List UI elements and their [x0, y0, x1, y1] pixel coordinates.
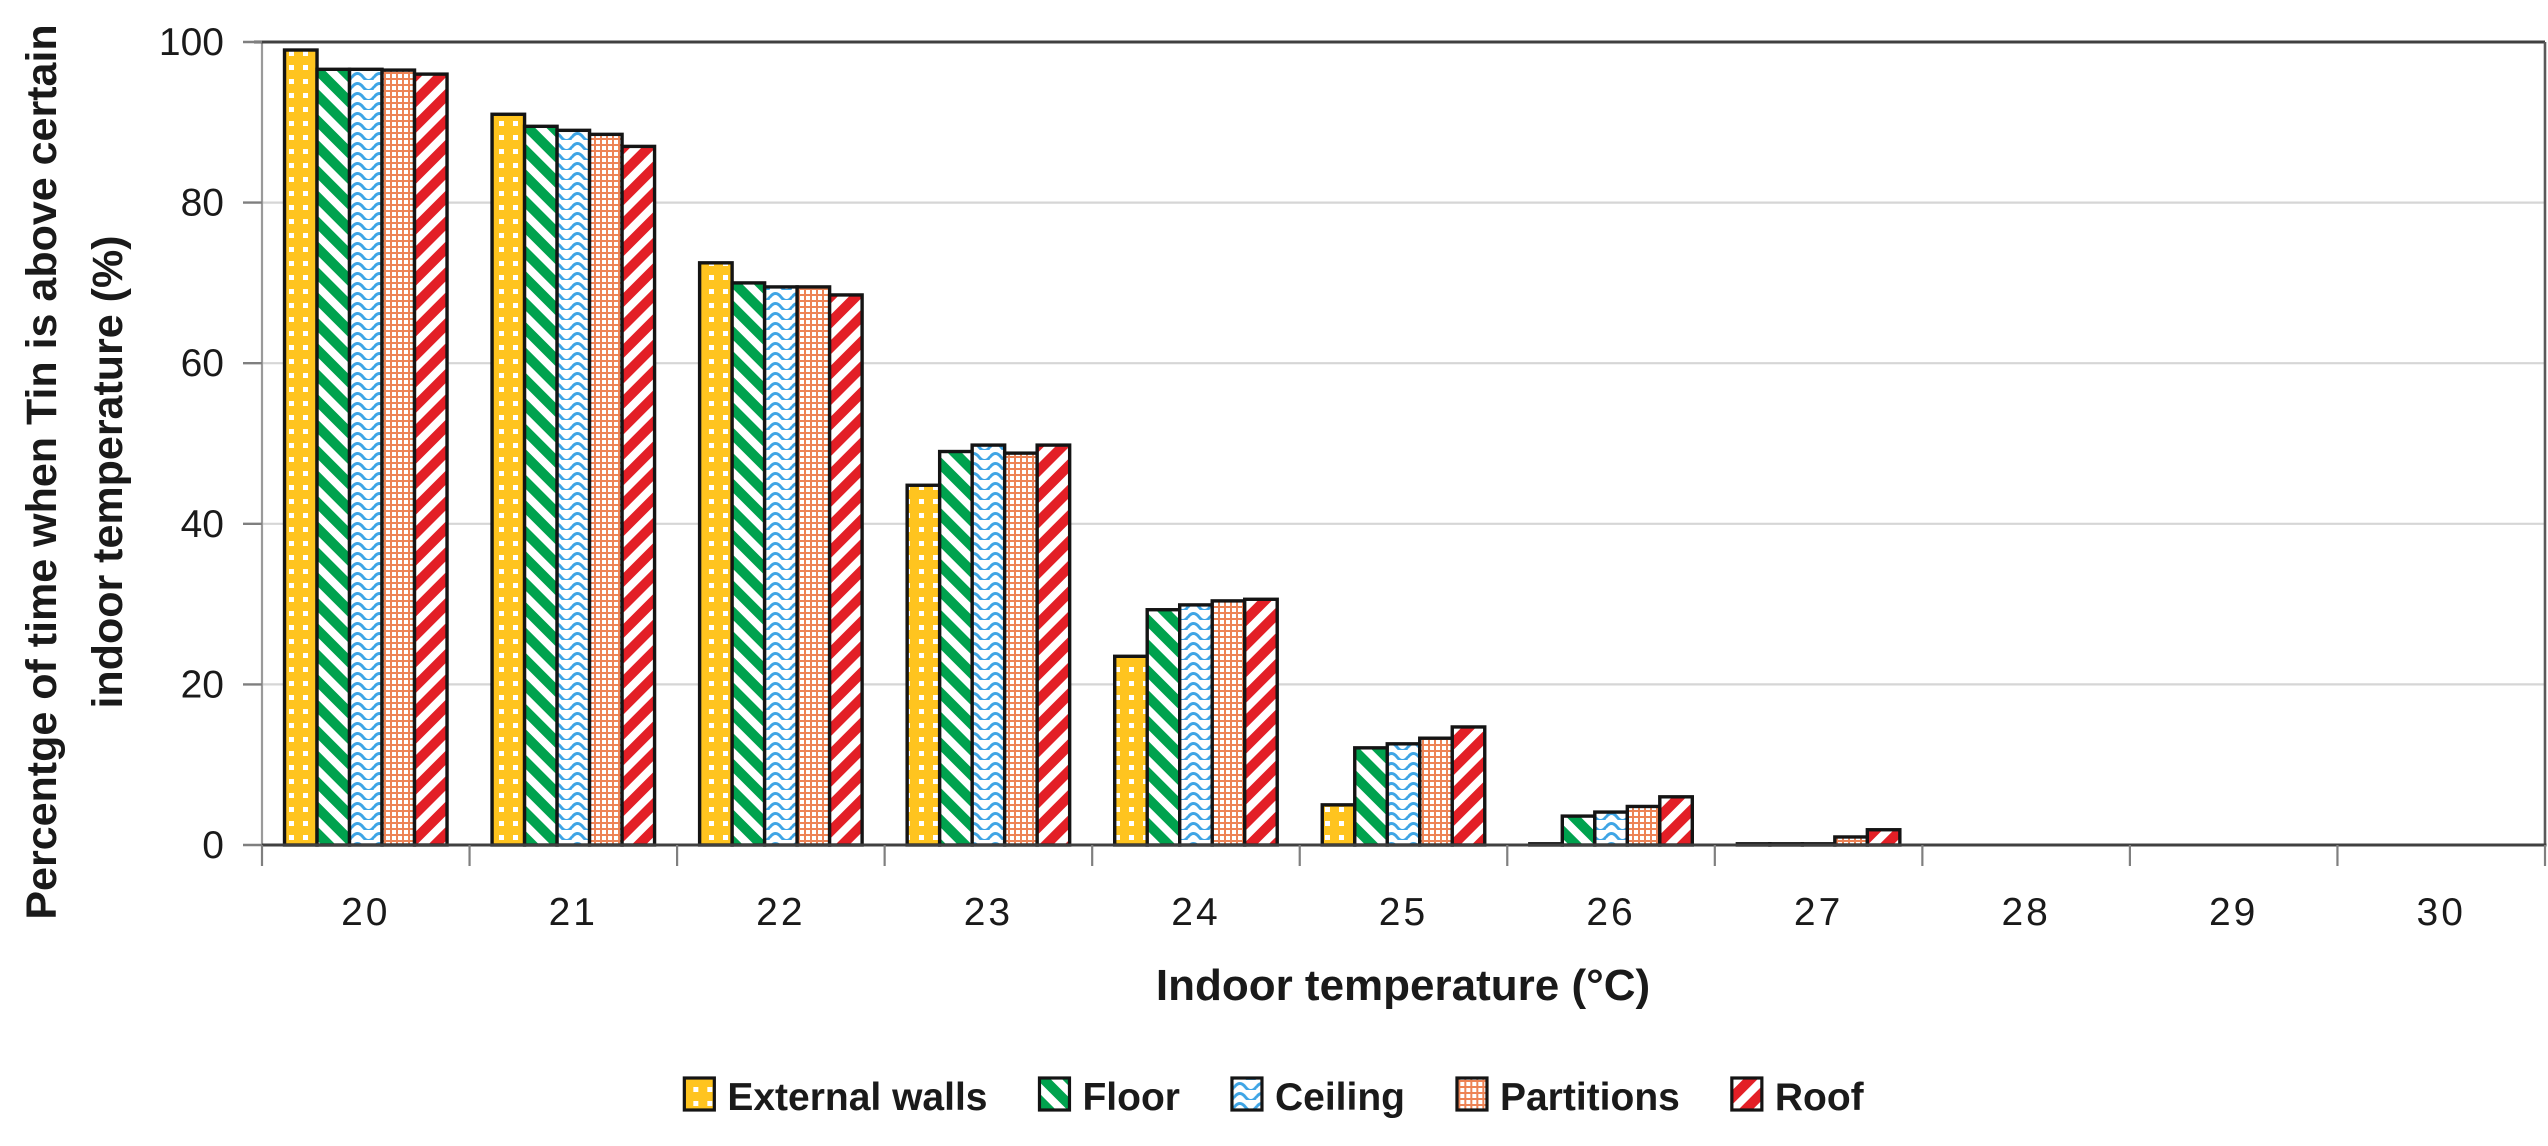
x-tick-label-23: 23: [964, 891, 1013, 934]
bar-floor-21: [522, 124, 559, 847]
x-tick-label-25: 25: [1379, 891, 1428, 934]
y-tick-label-20: 20: [181, 663, 224, 706]
bar-roof-20: [412, 72, 449, 847]
x-tick-label-24: 24: [1171, 891, 1220, 934]
legend-label: Floor: [1082, 1076, 1179, 1119]
y-tick-label-80: 80: [181, 182, 224, 225]
x-tick-label-29: 29: [2209, 891, 2258, 934]
x-tick-label-20: 20: [341, 891, 390, 934]
bar-roof-24: [1243, 597, 1279, 847]
axis-ticks: [243, 40, 2547, 866]
bar-ceiling-26: [1593, 810, 1629, 847]
bar-roof-27: [1865, 828, 1902, 847]
bar-roof-25: [1450, 725, 1487, 847]
bar-external-walls-24: [1113, 654, 1149, 847]
x-tick-label-22: 22: [756, 891, 805, 934]
bar-floor-26: [1560, 814, 1597, 847]
bar-partitions-22: [795, 285, 832, 847]
legend-swatch-wave-icon: [1230, 1076, 1264, 1112]
legend-swatch-diagonal-down-icon: [1037, 1076, 1072, 1112]
x-tick-label-27: 27: [1794, 891, 1843, 934]
bar-roof-22: [827, 293, 864, 847]
legend-label: Roof: [1775, 1076, 1865, 1119]
y-tick-label-60: 60: [181, 342, 224, 385]
y-tick-label-100: 100: [159, 21, 224, 64]
legend-item-roof: Roof: [1730, 1076, 1865, 1119]
bar-ceiling-25: [1385, 742, 1422, 847]
legend-item-partitions: Partitions: [1455, 1076, 1680, 1119]
bar-floor-24: [1145, 608, 1182, 847]
legend-swatch-dot-grid-icon: [1455, 1076, 1489, 1112]
legend-item-ceiling: Ceiling: [1230, 1076, 1405, 1119]
bar-floor-20: [315, 67, 352, 847]
legend-label: External walls: [727, 1076, 987, 1119]
bar-partitions-24: [1210, 599, 1247, 847]
x-tick-label-21: 21: [549, 891, 598, 934]
y-axis-title-line2: indoor temperature (%): [84, 235, 132, 708]
y-axis-title-line1: Percentge of time when Tin is above cert…: [18, 24, 66, 919]
axes: [254, 40, 2547, 847]
legend-label: Partitions: [1500, 1076, 1680, 1119]
bar-partitions-21: [587, 132, 624, 847]
bar-external-walls-21: [490, 112, 527, 847]
bar-external-walls-25: [1320, 803, 1357, 847]
bar-external-walls-23: [905, 483, 942, 847]
x-tick-label-28: 28: [2001, 891, 2050, 934]
bar-partitions-23: [1002, 451, 1039, 847]
legend-label: Ceiling: [1275, 1076, 1405, 1119]
y-tick-label-40: 40: [181, 503, 224, 546]
axis-tick-labels: 0 20 40 60 80 100 20 21 22 23 24 25 26 27 28 29 30: [159, 21, 2466, 934]
bar-ceiling-21: [555, 128, 592, 847]
legend-item-floor: Floor: [1037, 1076, 1180, 1119]
bar-external-walls-22: [697, 261, 734, 847]
bar-ceiling-24: [1178, 603, 1214, 847]
bar-ceiling-22: [762, 285, 799, 847]
bar-ceiling-20: [347, 67, 384, 847]
y-tick-label-0: 0: [202, 824, 224, 867]
bar-roof-23: [1035, 443, 1072, 847]
bar-partitions-25: [1418, 736, 1454, 847]
legend-swatch-grid-icon: [682, 1076, 716, 1112]
legend-swatch-diagonal-up-icon: [1730, 1076, 1764, 1112]
x-axis-title: Indoor temperature (°C): [1156, 961, 1650, 1010]
bar-floor-25: [1353, 746, 1389, 847]
legend-item-external-walls: External walls: [682, 1076, 987, 1119]
bars: [282, 48, 1902, 847]
bar-ceiling-23: [970, 443, 1007, 847]
bar-partitions-20: [380, 68, 417, 847]
x-tick-label-26: 26: [1586, 891, 1635, 934]
bar-partitions-26: [1625, 804, 1662, 847]
bar-floor-23: [937, 449, 974, 847]
x-tick-label-30: 30: [2417, 891, 2466, 934]
bar-external-walls-20: [282, 48, 319, 847]
bar-floor-22: [730, 281, 767, 847]
bar-roof-21: [620, 144, 657, 847]
bar-roof-26: [1658, 795, 1694, 847]
legend: External walls Floor Ceiling Partitions Roof: [682, 1076, 1865, 1119]
